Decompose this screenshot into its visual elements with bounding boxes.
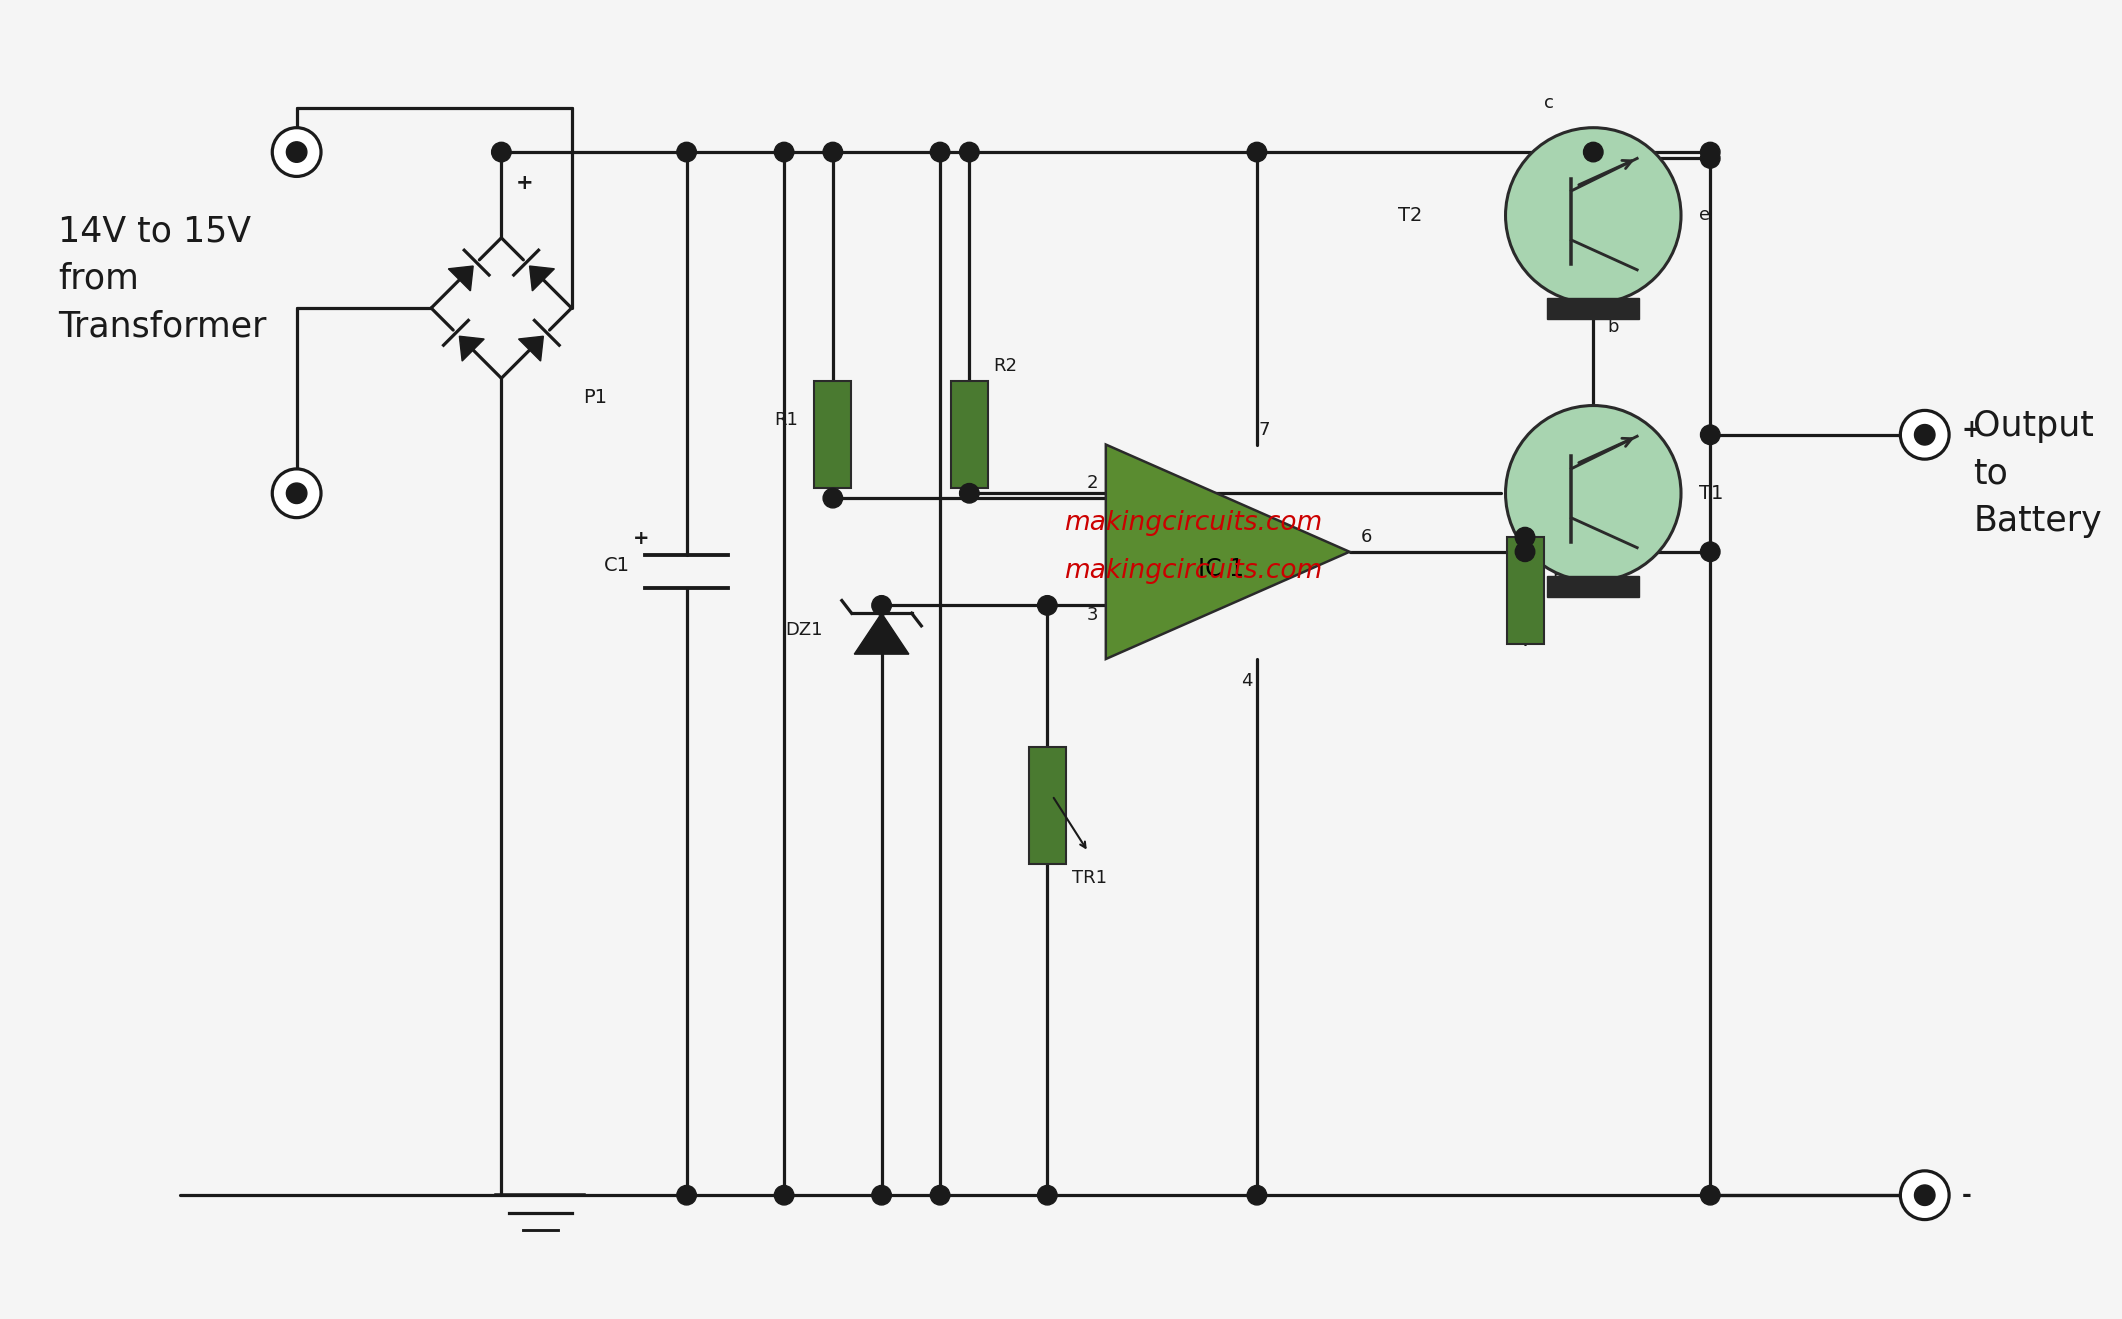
Text: 4: 4 xyxy=(1241,673,1252,690)
Circle shape xyxy=(872,1186,891,1206)
Text: 7: 7 xyxy=(1258,421,1271,439)
Text: e: e xyxy=(1698,207,1710,224)
Circle shape xyxy=(1515,528,1534,547)
Circle shape xyxy=(1914,425,1935,445)
Polygon shape xyxy=(518,336,543,361)
Circle shape xyxy=(677,142,696,162)
Circle shape xyxy=(272,470,320,517)
Circle shape xyxy=(823,142,842,162)
Text: b: b xyxy=(1606,318,1619,336)
Circle shape xyxy=(1504,405,1681,582)
Circle shape xyxy=(1700,425,1721,445)
Circle shape xyxy=(1901,410,1950,459)
Circle shape xyxy=(1914,1184,1935,1206)
Bar xyxy=(815,381,851,488)
Bar xyxy=(1029,747,1065,864)
Circle shape xyxy=(823,488,842,508)
Text: TR1: TR1 xyxy=(1072,869,1108,888)
Circle shape xyxy=(272,128,320,177)
Text: 6: 6 xyxy=(1360,528,1373,546)
Text: +: + xyxy=(1961,418,1982,442)
Text: P1: P1 xyxy=(584,388,607,408)
Text: -: - xyxy=(1961,1183,1971,1207)
Circle shape xyxy=(492,142,511,162)
Text: C1: C1 xyxy=(605,557,630,575)
Bar xyxy=(1547,576,1640,598)
Circle shape xyxy=(1700,542,1721,562)
Circle shape xyxy=(1248,1186,1267,1206)
Circle shape xyxy=(959,142,978,162)
Text: 3: 3 xyxy=(1086,605,1097,624)
Circle shape xyxy=(775,1186,794,1206)
Circle shape xyxy=(929,1186,951,1206)
Bar xyxy=(951,381,989,488)
Text: makingcircuits.com: makingcircuits.com xyxy=(1065,558,1322,584)
Circle shape xyxy=(1038,1186,1057,1206)
Circle shape xyxy=(1515,542,1534,562)
Circle shape xyxy=(959,484,978,503)
Circle shape xyxy=(1504,128,1681,303)
Text: T2: T2 xyxy=(1398,206,1422,226)
Text: R2: R2 xyxy=(993,357,1019,376)
Circle shape xyxy=(1700,1186,1721,1206)
Text: R1: R1 xyxy=(775,412,798,429)
Text: makingcircuits.com: makingcircuits.com xyxy=(1065,509,1322,536)
Circle shape xyxy=(1700,142,1721,162)
Text: +: + xyxy=(516,173,533,193)
Bar xyxy=(1547,298,1640,319)
Circle shape xyxy=(929,142,951,162)
Polygon shape xyxy=(530,266,554,291)
Text: 2: 2 xyxy=(1086,475,1097,492)
Circle shape xyxy=(1583,142,1602,162)
Polygon shape xyxy=(1106,445,1350,660)
Text: -: - xyxy=(1120,488,1133,517)
Circle shape xyxy=(1901,1171,1950,1220)
Circle shape xyxy=(1038,596,1057,615)
Text: Output
to
Battery: Output to Battery xyxy=(1973,409,2103,538)
Polygon shape xyxy=(855,613,908,654)
Text: +: + xyxy=(1120,591,1140,615)
Circle shape xyxy=(286,142,308,162)
Text: R3: R3 xyxy=(1553,567,1577,586)
Circle shape xyxy=(286,483,308,504)
Text: 14V to 15V
from
Transformer: 14V to 15V from Transformer xyxy=(57,214,265,343)
Circle shape xyxy=(872,596,891,615)
Polygon shape xyxy=(458,336,484,361)
Text: c: c xyxy=(1545,94,1553,112)
Circle shape xyxy=(1700,149,1721,168)
Polygon shape xyxy=(448,266,473,291)
Text: T1: T1 xyxy=(1698,484,1723,503)
Text: +: + xyxy=(632,529,649,547)
Bar xyxy=(1507,537,1543,645)
Circle shape xyxy=(1248,142,1267,162)
Circle shape xyxy=(677,1186,696,1206)
Circle shape xyxy=(775,142,794,162)
Text: DZ1: DZ1 xyxy=(785,621,823,638)
Text: IC 1: IC 1 xyxy=(1199,557,1243,582)
